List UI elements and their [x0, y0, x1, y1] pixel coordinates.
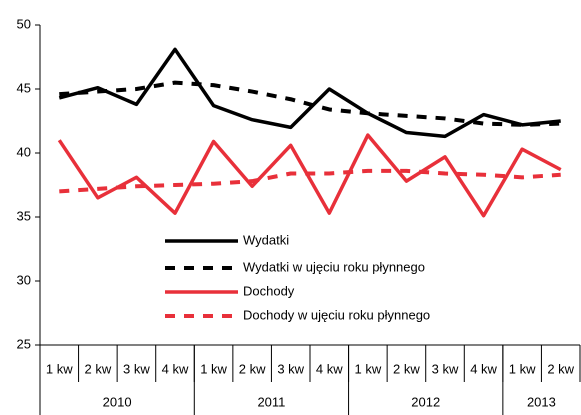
- x-tick-label: 1 kw: [509, 361, 536, 376]
- x-tick-label: 1 kw: [354, 361, 381, 376]
- x-tick-label: 2 kw: [239, 361, 266, 376]
- y-tick-label: 30: [17, 272, 31, 287]
- year-label: 2012: [411, 394, 440, 409]
- x-tick-label: 1 kw: [200, 361, 227, 376]
- legend-bg: [160, 282, 460, 302]
- x-tick-label: 3 kw: [432, 361, 459, 376]
- line: [57, 133, 562, 218]
- legend-bg: [160, 258, 460, 278]
- x-tick-label: 2 kw: [547, 361, 574, 376]
- y-tick-label: 35: [17, 208, 31, 223]
- legend-label: Dochody: [243, 283, 295, 298]
- x-tick-label: 3 kw: [123, 361, 150, 376]
- y-tick-label: 50: [17, 16, 31, 31]
- x-tick-label: 2 kw: [84, 361, 111, 376]
- line: [58, 47, 561, 139]
- x-tick-label: 3 kw: [277, 361, 304, 376]
- y-tick-label: 45: [17, 80, 31, 95]
- year-label: 2013: [527, 394, 556, 409]
- x-tick-label: 4 kw: [316, 361, 343, 376]
- y-tick-label: 40: [17, 144, 31, 159]
- legend-bg: [160, 231, 460, 251]
- legend-label: Dochody w ujęciu roku płynnego: [243, 307, 430, 322]
- y-tick-label: 25: [17, 336, 31, 351]
- year-label: 2010: [103, 394, 132, 409]
- x-tick-label: 2 kw: [393, 361, 420, 376]
- line: [59, 80, 561, 127]
- x-tick-label: 1 kw: [46, 361, 73, 376]
- year-label: 2011: [257, 394, 285, 409]
- line: [59, 168, 561, 194]
- legend-label: Wydatki w ujęciu roku płynnego: [243, 259, 425, 274]
- legend-bg: [160, 306, 460, 326]
- legend-label: Wydatki: [243, 232, 289, 247]
- x-tick-label: 4 kw: [470, 361, 497, 376]
- x-tick-label: 4 kw: [162, 361, 189, 376]
